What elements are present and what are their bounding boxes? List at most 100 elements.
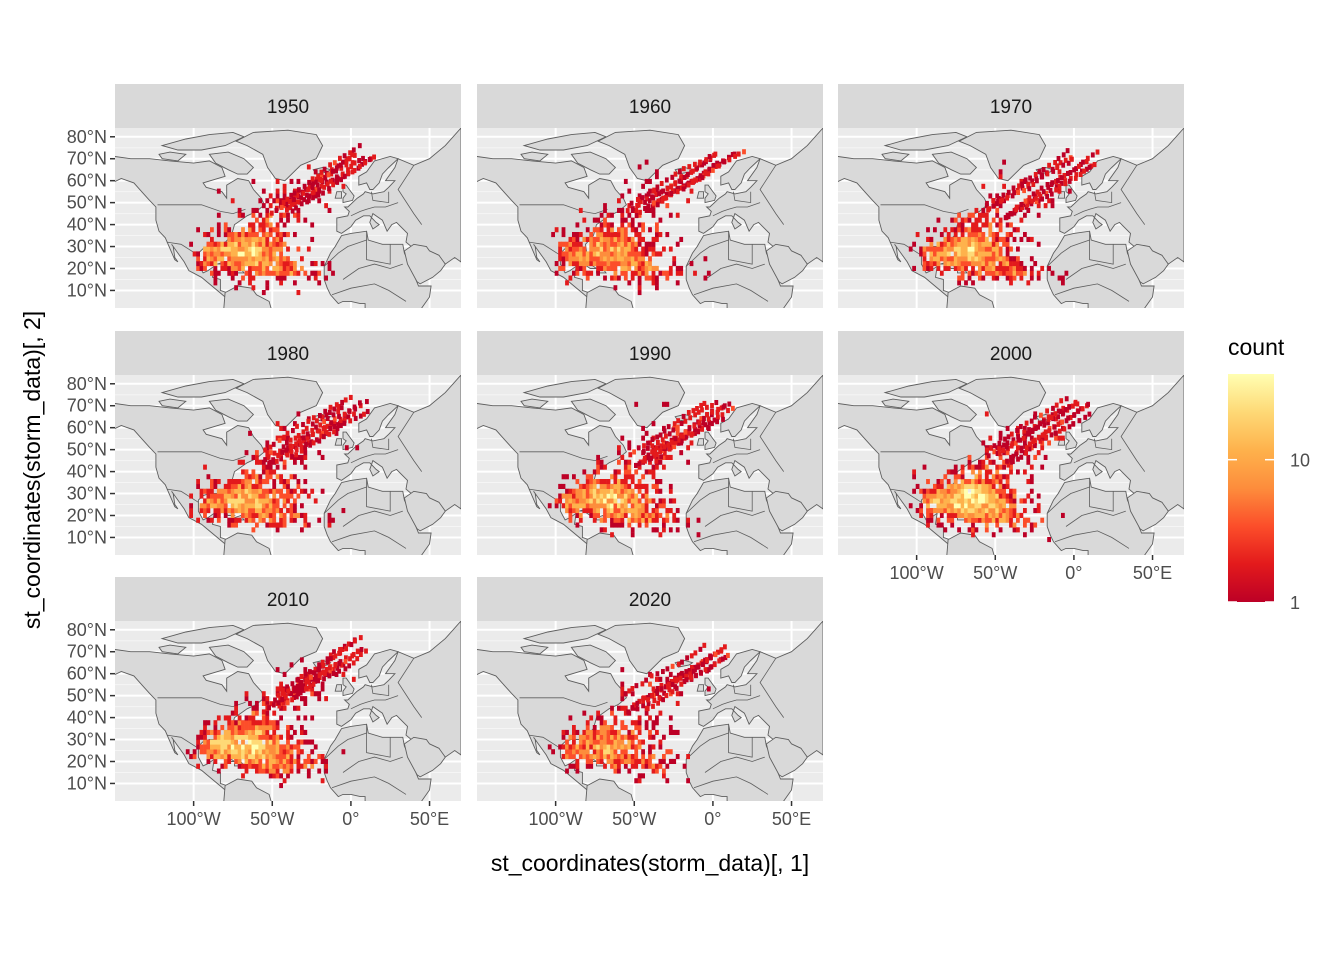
heatmap-cell	[237, 725, 242, 731]
heatmap-cell	[981, 440, 986, 446]
heatmap-cell	[227, 241, 232, 247]
heatmap-cell	[984, 493, 989, 499]
heatmap-cell	[1044, 190, 1049, 196]
heatmap-cell	[705, 412, 710, 418]
heatmap-cell	[658, 758, 663, 764]
heatmap-cell	[255, 508, 259, 514]
heatmap-cell	[665, 676, 670, 682]
heatmap-cell	[627, 459, 632, 465]
heatmap-cell	[230, 488, 235, 494]
heatmap-cell	[216, 251, 221, 257]
heatmap-cell	[346, 167, 350, 173]
heatmap-cell	[715, 419, 719, 425]
heatmap-cell	[234, 479, 238, 485]
heatmap-cell	[255, 749, 259, 755]
heatmap-cell	[943, 527, 948, 533]
heatmap-cell	[686, 198, 690, 204]
heatmap-cell	[654, 458, 659, 464]
heatmap-cell	[275, 178, 280, 184]
heatmap-cell	[991, 241, 996, 247]
heatmap-cell	[283, 694, 288, 700]
heatmap-cell	[655, 720, 659, 726]
heatmap-cell	[1009, 508, 1013, 514]
heatmap-cell	[1010, 455, 1015, 461]
heatmap-cell	[1057, 435, 1062, 441]
heatmap-cell	[1005, 440, 1010, 446]
heatmap-cell	[1011, 185, 1016, 191]
heatmap-cell	[630, 686, 635, 692]
heatmap-cell	[623, 479, 628, 485]
heatmap-cell	[255, 256, 259, 262]
heatmap-cell	[223, 729, 228, 735]
heatmap-cell	[1029, 275, 1034, 281]
heatmap-cell	[568, 261, 573, 267]
heatmap-cell	[636, 197, 640, 203]
heatmap-cell	[275, 734, 280, 740]
heatmap-cell	[656, 700, 660, 706]
heatmap-cell	[582, 256, 587, 262]
heatmap-cell	[275, 261, 280, 267]
heatmap-cell	[655, 434, 660, 440]
heatmap-cell	[922, 488, 927, 494]
heatmap-cell	[300, 749, 304, 755]
heatmap-cell	[939, 241, 944, 247]
heatmap-cell	[213, 725, 218, 731]
heatmap-cell	[592, 493, 597, 499]
heatmap-cell	[599, 483, 604, 489]
heatmap-cell	[280, 690, 285, 696]
heatmap-cell	[255, 729, 259, 735]
heatmap-cell	[981, 464, 986, 470]
heatmap-cell	[641, 754, 645, 760]
heatmap-cell	[1072, 167, 1076, 173]
heatmap-cell	[974, 527, 979, 533]
heatmap-cell	[664, 195, 668, 201]
heatmap-cell	[1019, 512, 1024, 518]
heatmap-cell	[282, 754, 287, 760]
heatmap-cell	[667, 687, 672, 693]
heatmap-cell	[670, 681, 675, 687]
heatmap-cell	[248, 739, 252, 745]
heatmap-cell	[988, 493, 993, 499]
heatmap-cell	[641, 758, 645, 764]
heatmap-cell	[329, 420, 334, 426]
heatmap-cell	[1019, 236, 1024, 242]
heatmap-cell	[352, 411, 356, 417]
heatmap-cell	[630, 251, 635, 257]
heatmap-cell	[1005, 483, 1010, 489]
heatmap-cell	[599, 488, 604, 494]
heatmap-cell	[960, 261, 965, 267]
heatmap-cell	[285, 452, 290, 458]
heatmap-cell	[1012, 488, 1017, 494]
heatmap-cell	[251, 705, 256, 711]
heatmap-cell	[1019, 202, 1024, 208]
heatmap-cell	[606, 246, 611, 252]
heatmap-cell	[1023, 469, 1027, 475]
heatmap-cell	[960, 251, 965, 257]
heatmap-cell	[213, 749, 218, 755]
heatmap-cell	[589, 754, 594, 760]
heatmap-cell	[659, 682, 664, 688]
heatmap-cell	[241, 512, 245, 518]
heatmap-cell	[220, 508, 225, 514]
heatmap-cell	[964, 217, 968, 223]
heatmap-cell	[589, 251, 594, 257]
heatmap-cell	[339, 423, 343, 429]
heatmap-cell	[627, 261, 632, 267]
panel-content	[477, 128, 823, 308]
heatmap-cell	[585, 503, 590, 509]
heatmap-cell	[696, 532, 701, 538]
heatmap-cell	[599, 464, 604, 470]
heatmap-cell	[230, 270, 235, 276]
heatmap-cell	[320, 754, 325, 760]
heatmap-cell	[967, 459, 972, 465]
heatmap-cell	[699, 416, 704, 422]
land-polygon	[696, 684, 704, 692]
heatmap-cell	[286, 498, 290, 504]
heatmap-cell	[210, 729, 214, 735]
heatmap-cell	[644, 517, 649, 523]
heatmap-cell	[265, 207, 270, 213]
heatmap-cell	[275, 686, 280, 692]
heatmap-cell	[351, 660, 356, 666]
heatmap-cell	[296, 479, 301, 485]
